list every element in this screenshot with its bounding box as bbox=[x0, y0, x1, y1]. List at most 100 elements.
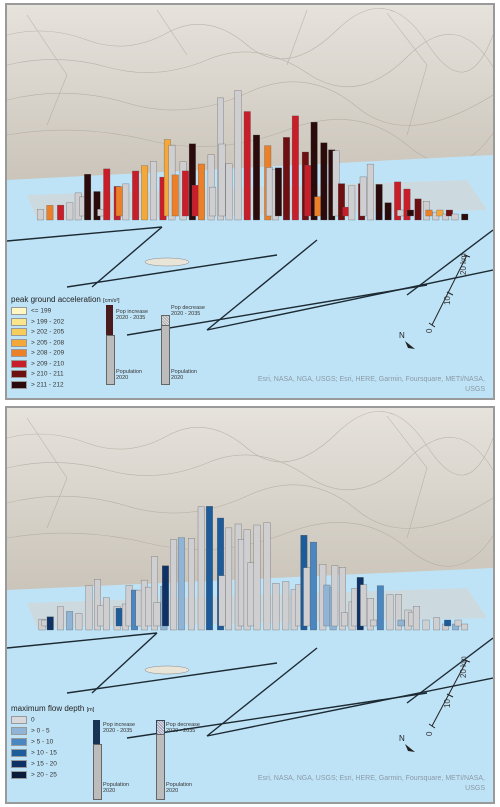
population-bar-mark bbox=[94, 579, 101, 631]
population-bar-mark bbox=[93, 191, 101, 221]
population-bar-mark bbox=[234, 90, 242, 221]
population-year-2: 2020 bbox=[171, 375, 184, 381]
population-bar-mark bbox=[217, 517, 224, 631]
population-bar-mark bbox=[433, 617, 441, 631]
population-year-2: 2020 bbox=[166, 788, 179, 794]
legend-label: 0 bbox=[31, 716, 35, 724]
legend-item: > 210 - 211 bbox=[11, 370, 64, 378]
population-bar-mark bbox=[366, 163, 374, 221]
population-bar-mark bbox=[198, 163, 205, 221]
legend-item: > 208 - 209 bbox=[11, 349, 64, 357]
legend-item: > 0 - 5 bbox=[11, 727, 50, 735]
terrain-ridges bbox=[7, 8, 493, 164]
population-bar-mark bbox=[291, 115, 299, 221]
map-scene[interactable] bbox=[7, 408, 493, 801]
attribution: Esri, NASA, NGA, USGS; Esri, HERE, Garmi… bbox=[225, 375, 485, 395]
legend-swatch bbox=[11, 760, 27, 768]
population-bar-mark bbox=[331, 565, 339, 627]
population-bar-mark bbox=[243, 111, 251, 221]
legend-pop-decrease: Pop decrease 2020 - 2035 Population 2020 bbox=[161, 305, 221, 395]
population-bar-mark bbox=[375, 184, 383, 221]
population-bar-mark bbox=[310, 121, 318, 221]
north-label: N bbox=[399, 734, 405, 743]
map-panel-maximum-flow-depth[interactable]: maximum flow depth [m] 0 > 0 - 5 > 5 - 10 >… bbox=[5, 406, 495, 804]
legend-swatch bbox=[11, 727, 27, 735]
legend-label: > 205 - 208 bbox=[31, 339, 65, 346]
population-bar-mark bbox=[360, 584, 368, 627]
legend-item: > 202 - 205 bbox=[11, 328, 64, 336]
population-year: 2020 bbox=[116, 375, 129, 381]
population-bar-mark bbox=[206, 506, 213, 631]
population-bar-mark bbox=[85, 585, 93, 631]
legend-swatch bbox=[11, 317, 27, 326]
population-bar-mark bbox=[397, 619, 405, 627]
legend-swatch bbox=[11, 749, 27, 757]
legend-swatch bbox=[11, 338, 27, 347]
legend-unit: [cm/s²] bbox=[103, 298, 120, 304]
pop-increase-years: 2020 - 2035 bbox=[116, 315, 146, 321]
north-arrow-icon bbox=[405, 744, 415, 752]
legend-swatch bbox=[11, 370, 27, 378]
population-bar-mark bbox=[274, 167, 282, 217]
population-bar-mark bbox=[314, 196, 322, 217]
population-bar-mark bbox=[282, 581, 290, 631]
legend-item: > 10 - 15 bbox=[11, 749, 57, 757]
legend-label: > 5 - 10 bbox=[31, 738, 54, 746]
population-bar-mark bbox=[384, 202, 392, 221]
legend-title-text: maximum flow depth bbox=[11, 704, 85, 713]
population-bar-mark bbox=[283, 137, 290, 221]
map-scene[interactable] bbox=[7, 5, 493, 398]
legend-pop-increase: Pop increase 2020 - 2035 Population 2020 bbox=[106, 305, 166, 395]
scale-bar bbox=[428, 254, 471, 328]
scale-10-text: 10 bbox=[443, 699, 452, 708]
bars-layer bbox=[37, 90, 469, 221]
pop-increase-bar bbox=[93, 720, 100, 744]
population-bar-mark bbox=[370, 619, 377, 627]
legend-pop-decrease: Pop decrease 2020 - 2035 Population 2020 bbox=[156, 720, 216, 802]
population-bar-mark bbox=[444, 619, 452, 627]
population-bar-mark bbox=[247, 562, 255, 627]
population-bar-mark bbox=[115, 608, 123, 627]
population-bar-mark bbox=[394, 181, 402, 221]
legend-unit: [m] bbox=[86, 707, 95, 713]
population-bar-mark bbox=[442, 213, 450, 221]
legend-label: > 10 - 15 bbox=[31, 749, 57, 757]
legend: maximum flow depth [m] 0 > 0 - 5 > 5 - 10 >… bbox=[11, 704, 311, 802]
island bbox=[144, 257, 190, 267]
population-bar-mark bbox=[386, 594, 394, 631]
population-bar-mark bbox=[66, 202, 74, 221]
legend-label: > 211 - 212 bbox=[31, 381, 64, 388]
population-bar-mark bbox=[84, 174, 92, 221]
legend-title-text: peak ground acceleration bbox=[11, 295, 101, 304]
population-bar-mark bbox=[75, 613, 83, 631]
scale-0-text: 0 bbox=[425, 731, 434, 736]
population-bar-mark bbox=[141, 165, 149, 221]
population-bar-mark bbox=[197, 506, 205, 631]
legend-label: > 0 - 5 bbox=[31, 727, 50, 735]
population-bar-mark bbox=[263, 522, 271, 631]
population-bar-mark bbox=[46, 205, 54, 221]
population-bar-mark bbox=[406, 209, 414, 217]
population-bar-mark bbox=[253, 134, 260, 221]
scale-bar bbox=[428, 659, 471, 729]
population-bar-mark bbox=[403, 188, 411, 221]
population-bar-mark bbox=[414, 198, 422, 221]
legend-label: > 210 - 211 bbox=[31, 370, 64, 378]
legend-label: > 209 - 210 bbox=[31, 360, 65, 367]
population-bar-mark bbox=[57, 606, 64, 631]
legend-swatch bbox=[11, 307, 27, 315]
population-bar-mark bbox=[341, 612, 348, 627]
pop-decrease-years: 2020 - 2035 bbox=[166, 728, 196, 734]
population-bar-mark bbox=[461, 623, 469, 631]
population-bar-mark bbox=[339, 567, 346, 631]
population-bar bbox=[106, 335, 115, 385]
population-bar-mark bbox=[170, 539, 177, 631]
map-panel-peak-ground-acceleration[interactable]: peak ground acceleration [cm/s²] <= 199 >… bbox=[5, 3, 495, 400]
population-bar-mark bbox=[310, 541, 317, 631]
legend-item: 0 bbox=[11, 716, 35, 724]
terrain-ridges bbox=[7, 411, 493, 567]
population-bar-mark bbox=[436, 209, 444, 217]
population-bar-mark bbox=[177, 537, 185, 631]
population-bar-mark bbox=[103, 168, 111, 221]
north-label: N bbox=[399, 331, 405, 340]
